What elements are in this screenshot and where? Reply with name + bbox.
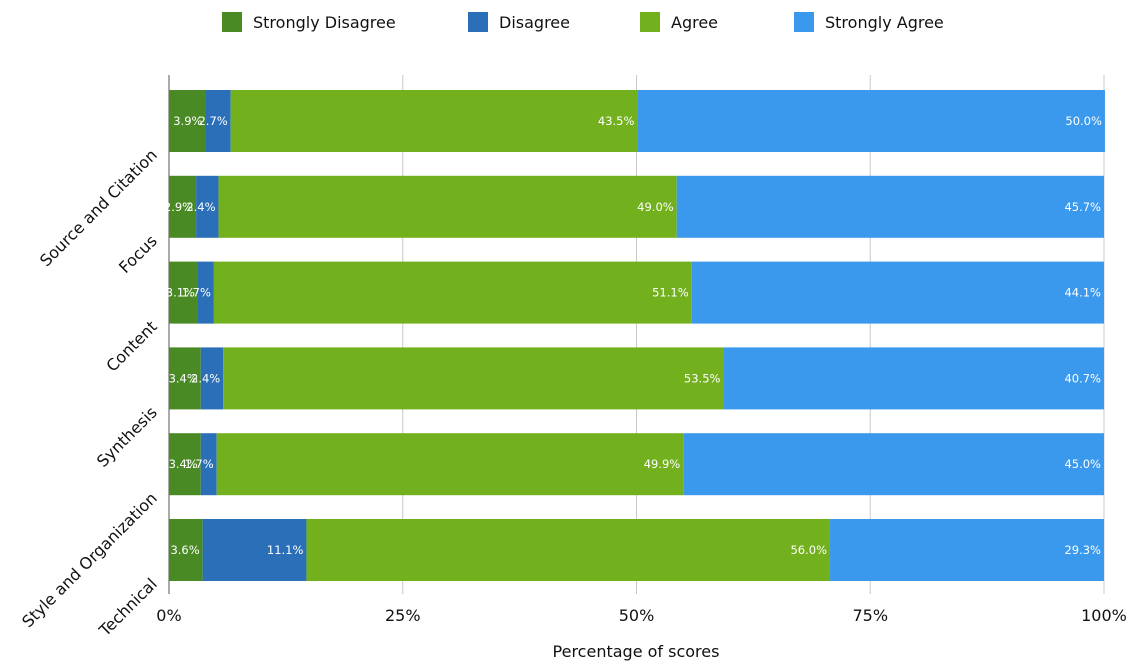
bar-segment [230, 90, 638, 152]
data-label: 53.5% [684, 371, 721, 385]
legend: Strongly Disagree Disagree Agree Strongly A… [222, 12, 944, 32]
x-tick-label: 0% [156, 606, 181, 625]
bar-segment [830, 519, 1104, 581]
legend-label: Disagree [499, 13, 570, 32]
data-label: 1.7% [184, 457, 213, 471]
category-label: Style and Organization [18, 489, 161, 632]
bar-segment [196, 175, 219, 238]
data-label: 2.4% [191, 371, 220, 385]
data-label: 2.4% [186, 200, 215, 214]
legend-swatch [640, 12, 660, 32]
data-label: 29.3% [1064, 543, 1101, 557]
bar-segment [216, 433, 684, 496]
bar-segment [218, 175, 677, 238]
category-label: Technical [95, 574, 161, 640]
data-label: 56.0% [790, 543, 827, 557]
bar-segment [202, 519, 307, 581]
data-label: 43.5% [598, 114, 635, 128]
bar-segment [169, 175, 197, 238]
legend-label: Strongly Agree [825, 13, 944, 32]
x-tick-label: 75% [852, 606, 888, 625]
bar-segment [637, 90, 1105, 152]
x-tick-label: 50% [619, 606, 655, 625]
x-axis-ticks: 0% 25% 50% 75% 100% [156, 606, 1127, 625]
data-label: 49.0% [637, 200, 674, 214]
data-label: 2.7% [198, 114, 227, 128]
category-label: Synthesis [93, 403, 161, 471]
bar-segment [169, 519, 203, 581]
data-label: 40.7% [1064, 371, 1101, 385]
legend-swatch [794, 12, 814, 32]
legend-label: Agree [671, 13, 718, 32]
bar-segment [205, 90, 231, 152]
data-label: 11.1% [267, 543, 304, 557]
bar-segment [169, 261, 198, 324]
bar-segment [169, 433, 201, 496]
bar-segment [306, 519, 831, 581]
bars [169, 90, 1105, 581]
legend-item: Strongly Agree [794, 12, 944, 32]
bar-segment [197, 261, 214, 324]
bar-segment [223, 347, 724, 410]
data-label: 45.0% [1064, 457, 1101, 471]
data-label: 51.1% [652, 286, 689, 300]
legend-swatch [468, 12, 488, 32]
data-label: 3.6% [170, 543, 199, 557]
bar-segment [200, 347, 224, 410]
category-label: Content [102, 317, 160, 375]
bar-segment [200, 433, 217, 496]
bar-segment [169, 90, 206, 152]
legend-item: Disagree [468, 12, 570, 32]
data-label: 3.9% [173, 114, 202, 128]
data-label: 3.1% [166, 286, 195, 300]
bar-segment [169, 347, 201, 410]
data-label: 50.0% [1065, 114, 1102, 128]
bar-segment [683, 433, 1104, 496]
bar-segment [213, 261, 692, 324]
data-label: 3.4% [169, 457, 198, 471]
data-label: 2.9% [164, 200, 193, 214]
data-label: 3.4% [169, 371, 198, 385]
bar-segment [723, 347, 1104, 410]
data-label: 1.7% [182, 286, 211, 300]
category-label: Focus [115, 231, 161, 277]
gridlines [168, 75, 1105, 594]
legend-item: Strongly Disagree [222, 12, 396, 32]
x-axis-title: Percentage of scores [553, 642, 720, 661]
bar-segment [676, 175, 1104, 238]
data-label: 49.9% [644, 457, 681, 471]
x-tick-label: 25% [385, 606, 421, 625]
legend-label: Strongly Disagree [253, 13, 396, 32]
x-tick-label: 100% [1081, 606, 1127, 625]
legend-swatch [222, 12, 242, 32]
bar-segment [691, 261, 1104, 324]
y-axis-categories: Source and CitationFocusContentSynthesis… [18, 145, 161, 640]
legend-item: Agree [640, 12, 718, 32]
data-label: 45.7% [1064, 200, 1101, 214]
data-label: 44.1% [1064, 286, 1101, 300]
segment-labels: 3.9%2.7% 43.5% 50.0%2.9%2.4% 49.0% 45.7%3.1%… [164, 114, 1102, 557]
